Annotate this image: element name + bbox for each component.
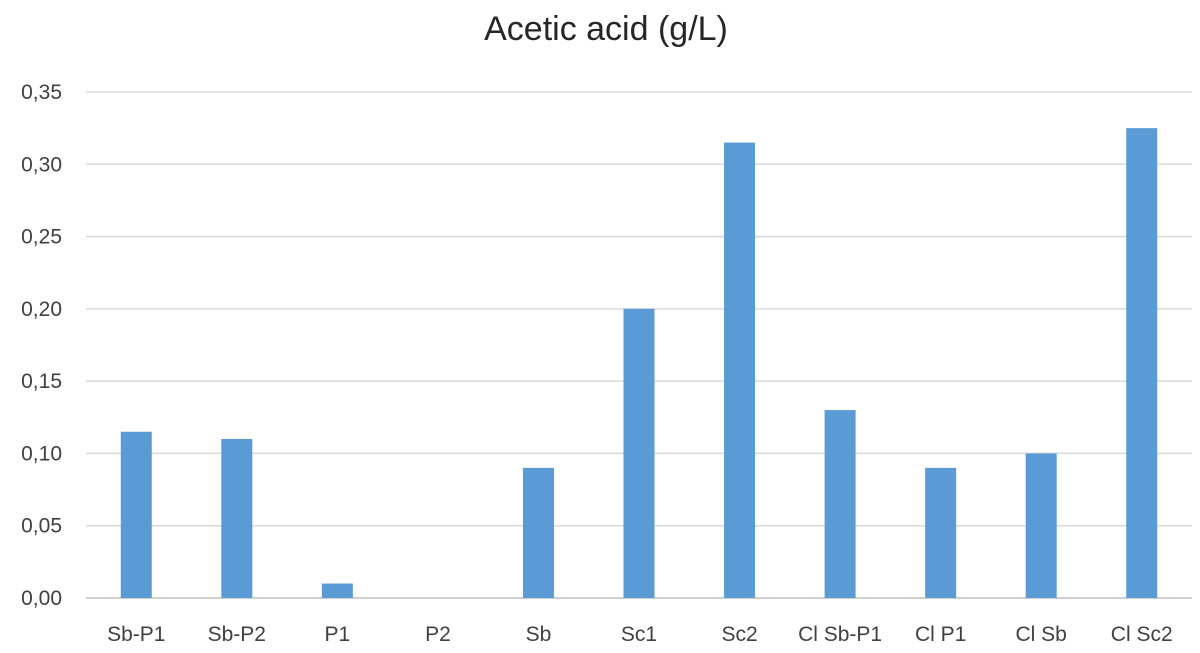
y-tick-label: 0,10	[21, 442, 62, 465]
bar-cl-sb	[1025, 453, 1057, 598]
y-axis-ticks: 0,00 0,05 0,10 0,15 0,20 0,25 0,30 0,35	[21, 81, 62, 610]
bar-sb	[522, 467, 554, 598]
bar-sb-p1	[120, 431, 152, 598]
bars	[120, 128, 1158, 598]
x-category-label: P1	[325, 623, 351, 646]
bar-p1	[321, 583, 353, 598]
y-tick-label: 0,15	[21, 370, 62, 393]
y-tick-label: 0,20	[21, 298, 62, 321]
bar-sc1	[623, 308, 655, 598]
x-category-label: Cl Sb-P1	[798, 623, 882, 646]
bar-cl-sc2	[1126, 128, 1158, 598]
x-axis-categories: Sb-P1 Sb-P2 P1 P2 Sb Sc1 Sc2 Cl Sb-P1 Cl P1 Cl Sb…	[107, 623, 1173, 646]
x-category-label: Cl Sb	[1016, 623, 1067, 646]
x-category-label: Sb	[526, 623, 552, 646]
bar-cl-p1	[925, 467, 957, 598]
chart-title: Acetic acid (g/L)	[484, 10, 728, 48]
y-tick-label: 0,25	[21, 226, 62, 249]
y-tick-label: 0,35	[21, 81, 62, 104]
x-category-label: Sb-P2	[208, 623, 266, 646]
x-category-label: Cl P1	[915, 623, 966, 646]
y-tick-label: 0,00	[21, 587, 62, 610]
x-category-label: Sb-P1	[107, 623, 165, 646]
bar-cl-sb-p1	[824, 410, 856, 598]
x-category-label: Sc2	[721, 623, 757, 646]
x-category-label: Sc1	[621, 623, 657, 646]
y-tick-label: 0,30	[21, 153, 62, 176]
bar-sc2	[724, 142, 756, 598]
y-tick-label: 0,05	[21, 515, 62, 538]
x-category-label: Cl Sc2	[1111, 623, 1173, 646]
x-category-label: P2	[425, 623, 451, 646]
bar-sb-p2	[221, 438, 253, 598]
